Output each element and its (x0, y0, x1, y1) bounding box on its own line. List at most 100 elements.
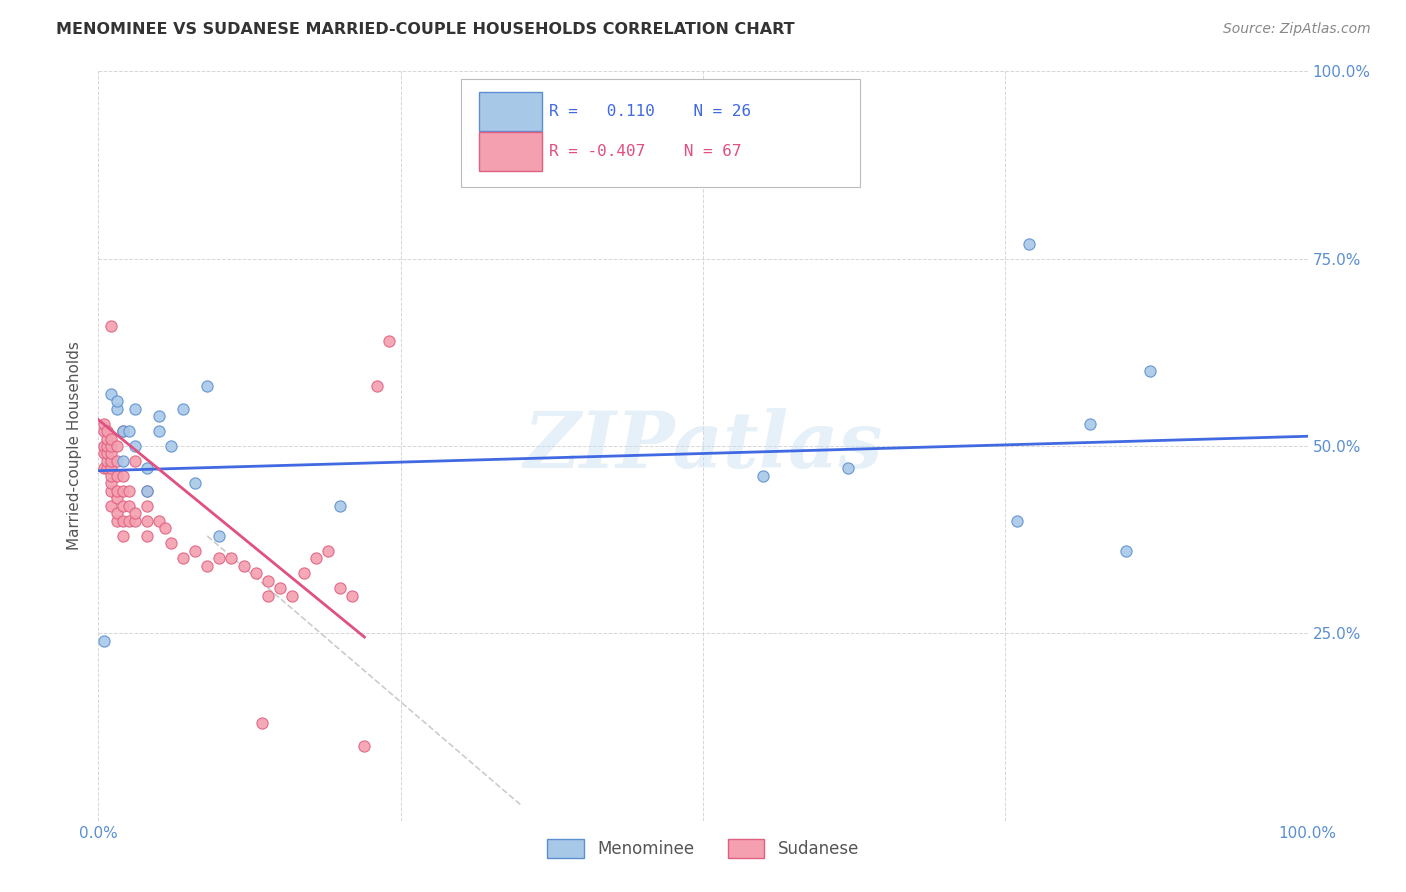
Point (105, 469, 128, 483)
Point (160, 536, 183, 550)
Point (281, 589, 304, 603)
Point (195, 379, 218, 393)
Point (208, 551, 231, 566)
FancyBboxPatch shape (479, 92, 543, 130)
Text: ZIPatlas: ZIPatlas (523, 408, 883, 484)
Point (111, 424, 134, 438)
Point (118, 514, 141, 528)
Point (195, 558, 218, 573)
Point (837, 461, 859, 475)
Point (1078, 417, 1101, 431)
Point (93, 424, 115, 438)
Point (111, 483, 134, 498)
Point (96, 454, 118, 468)
Point (96, 461, 118, 475)
Point (124, 514, 146, 528)
Point (135, 529, 157, 543)
Point (377, 334, 399, 348)
Point (96, 446, 118, 460)
Point (1007, 514, 1029, 528)
Point (1018, 236, 1040, 251)
Point (111, 499, 134, 513)
Point (93, 633, 115, 648)
Point (329, 499, 352, 513)
Point (124, 454, 146, 468)
Y-axis label: Married-couple Households: Married-couple Households (67, 342, 83, 550)
Point (184, 544, 207, 558)
Point (105, 439, 128, 453)
Point (93, 417, 115, 431)
Point (135, 483, 157, 498)
Point (105, 483, 128, 498)
Point (100, 483, 122, 498)
Point (118, 483, 141, 498)
Point (256, 574, 278, 588)
Point (105, 514, 128, 528)
FancyBboxPatch shape (461, 78, 860, 187)
Point (160, 439, 183, 453)
Legend: Menominee, Sudanese: Menominee, Sudanese (540, 832, 866, 864)
Point (105, 491, 128, 506)
Point (250, 716, 273, 731)
Point (96, 432, 118, 446)
Point (172, 401, 194, 416)
Point (353, 739, 375, 753)
Point (1115, 544, 1137, 558)
Point (100, 461, 122, 475)
Point (111, 529, 134, 543)
Point (124, 507, 146, 521)
Point (269, 582, 291, 596)
Text: R = -0.407    N = 67: R = -0.407 N = 67 (550, 144, 742, 159)
Point (100, 386, 122, 401)
Point (153, 521, 176, 535)
Point (118, 499, 141, 513)
Point (105, 394, 128, 409)
Point (135, 461, 157, 475)
Point (118, 424, 141, 438)
Point (292, 566, 315, 581)
Point (221, 551, 243, 566)
Point (100, 469, 122, 483)
Point (1139, 364, 1161, 378)
Point (124, 401, 146, 416)
Point (256, 589, 278, 603)
Point (93, 461, 115, 475)
Point (752, 469, 775, 483)
Point (245, 566, 267, 581)
Point (93, 446, 115, 460)
Point (93, 439, 115, 453)
Point (316, 544, 339, 558)
Point (232, 558, 254, 573)
Text: MENOMINEE VS SUDANESE MARRIED-COUPLE HOUSEHOLDS CORRELATION CHART: MENOMINEE VS SUDANESE MARRIED-COUPLE HOU… (56, 22, 794, 37)
Point (100, 319, 122, 334)
Point (96, 439, 118, 453)
Text: Source: ZipAtlas.com: Source: ZipAtlas.com (1223, 22, 1371, 37)
Point (100, 499, 122, 513)
Text: R =   0.110    N = 26: R = 0.110 N = 26 (550, 103, 752, 119)
Point (124, 439, 146, 453)
Point (148, 409, 170, 423)
Point (135, 499, 157, 513)
Point (105, 454, 128, 468)
Point (172, 551, 194, 566)
Point (329, 582, 352, 596)
Point (100, 432, 122, 446)
Point (135, 483, 157, 498)
Point (135, 514, 157, 528)
Point (105, 507, 128, 521)
Point (111, 454, 134, 468)
Point (111, 424, 134, 438)
Point (100, 476, 122, 491)
Point (100, 446, 122, 460)
Point (105, 401, 128, 416)
Point (111, 469, 134, 483)
Point (366, 379, 388, 393)
Point (96, 424, 118, 438)
Point (148, 514, 170, 528)
Point (184, 476, 207, 491)
Point (342, 589, 364, 603)
Point (111, 514, 134, 528)
Point (208, 529, 231, 543)
Point (100, 454, 122, 468)
Point (100, 439, 122, 453)
